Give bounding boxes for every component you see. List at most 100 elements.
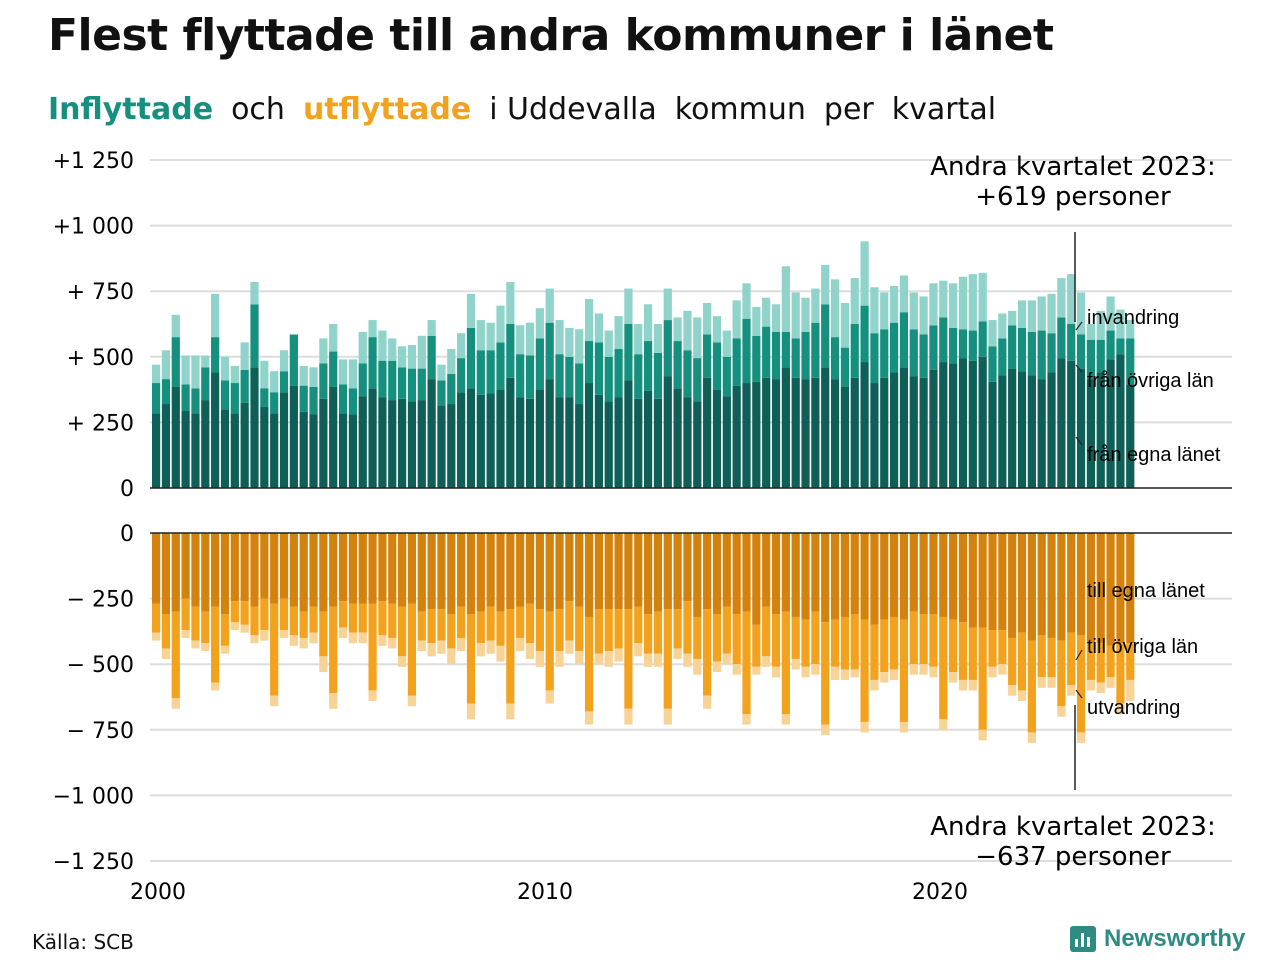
bar-out-1 bbox=[368, 603, 377, 691]
bar-in-0 bbox=[683, 397, 692, 488]
x-tick-label: 2010 bbox=[517, 880, 573, 905]
bar-in-1 bbox=[988, 346, 997, 382]
subtitle-kvartal: kvartal bbox=[891, 92, 997, 127]
bar-in-1 bbox=[781, 331, 790, 368]
bar-in-1 bbox=[1008, 325, 1017, 369]
bar-out-2 bbox=[1047, 677, 1056, 688]
bar-out-2 bbox=[1037, 677, 1046, 688]
bar-in-1 bbox=[535, 338, 544, 390]
bar-out-1 bbox=[742, 611, 751, 715]
bar-out-0 bbox=[270, 533, 279, 604]
bar-in-0 bbox=[289, 385, 298, 488]
bar-in-0 bbox=[840, 386, 849, 488]
bar-in-2 bbox=[555, 320, 564, 355]
bar-in-0 bbox=[939, 362, 948, 488]
bar-out-0 bbox=[496, 533, 505, 612]
bar-in-1 bbox=[604, 356, 613, 402]
bar-out-0 bbox=[260, 533, 269, 599]
bar-in-1 bbox=[260, 388, 269, 407]
bar-in-0 bbox=[161, 404, 171, 488]
bar-out-0 bbox=[1106, 533, 1115, 646]
bar-in-0 bbox=[378, 397, 387, 488]
bar-in-1 bbox=[230, 383, 239, 414]
bar-out-1 bbox=[220, 614, 230, 646]
bar-in-1 bbox=[555, 354, 564, 398]
series-label-leader bbox=[1075, 321, 1083, 331]
bar-in-1 bbox=[732, 338, 741, 386]
bar-in-1 bbox=[968, 330, 977, 361]
bar-out-1 bbox=[152, 603, 161, 633]
bar-in-2 bbox=[604, 330, 613, 357]
bar-in-1 bbox=[909, 329, 918, 377]
y-tick-label: + 500 bbox=[67, 346, 134, 371]
bar-out-2 bbox=[358, 632, 367, 644]
bar-out-1 bbox=[909, 611, 918, 665]
bar-in-0 bbox=[801, 379, 810, 488]
bar-out-2 bbox=[968, 679, 977, 691]
bar-out-2 bbox=[1116, 703, 1125, 715]
bar-out-0 bbox=[958, 533, 968, 623]
grid-layer bbox=[150, 159, 1232, 862]
bar-out-0 bbox=[1067, 533, 1076, 633]
bar-out-0 bbox=[683, 533, 692, 602]
bar-out-2 bbox=[555, 651, 564, 667]
bar-in-1 bbox=[998, 338, 1007, 376]
bar-out-1 bbox=[181, 598, 190, 631]
bar-out-1 bbox=[762, 606, 771, 657]
bar-in-2 bbox=[978, 272, 987, 322]
bar-in-1 bbox=[496, 342, 505, 390]
bar-in-2 bbox=[703, 303, 712, 335]
bar-out-1 bbox=[1057, 640, 1066, 707]
bar-in-0 bbox=[929, 369, 938, 488]
bar-in-2 bbox=[299, 365, 308, 386]
bar-out-2 bbox=[437, 640, 446, 654]
bar-out-1 bbox=[821, 622, 830, 725]
bar-out-2 bbox=[516, 637, 525, 652]
bar-out-1 bbox=[703, 609, 712, 696]
bar-in-0 bbox=[644, 390, 653, 488]
bar-out-0 bbox=[604, 533, 613, 610]
bar-in-0 bbox=[457, 392, 466, 488]
bar-in-1 bbox=[250, 304, 259, 368]
bar-in-2 bbox=[506, 282, 515, 324]
bar-out-2 bbox=[535, 651, 544, 667]
bar-in-2 bbox=[811, 288, 820, 323]
bar-out-1 bbox=[880, 619, 889, 673]
bar-out-2 bbox=[152, 632, 161, 641]
bar-out-0 bbox=[516, 533, 525, 607]
bar-out-2 bbox=[584, 711, 594, 725]
bar-in-0 bbox=[565, 397, 574, 488]
bar-out-0 bbox=[929, 533, 938, 615]
bar-out-2 bbox=[771, 666, 781, 678]
bar-in-2 bbox=[1126, 320, 1135, 339]
bar-in-0 bbox=[299, 411, 308, 488]
bar-in-2 bbox=[1067, 274, 1076, 324]
bar-in-1 bbox=[575, 363, 584, 405]
bar-in-1 bbox=[860, 305, 869, 363]
bar-out-2 bbox=[1017, 690, 1027, 701]
bar-out-2 bbox=[1126, 679, 1135, 701]
bar-in-0 bbox=[949, 363, 958, 488]
annotation-bottom-line2: −637 personer bbox=[975, 842, 1171, 872]
bar-in-2 bbox=[949, 283, 958, 328]
bar-out-0 bbox=[791, 533, 800, 617]
bar-in-2 bbox=[486, 322, 495, 351]
bar-in-1 bbox=[594, 342, 603, 395]
bar-out-0 bbox=[811, 533, 820, 612]
bar-out-2 bbox=[673, 648, 682, 659]
bar-out-1 bbox=[476, 611, 485, 644]
bar-in-1 bbox=[545, 322, 554, 380]
bar-out-0 bbox=[289, 533, 298, 607]
bar-out-0 bbox=[486, 533, 495, 607]
bar-out-1 bbox=[791, 616, 800, 659]
bar-out-1 bbox=[840, 616, 849, 670]
bar-in-1 bbox=[703, 334, 712, 378]
bar-in-1 bbox=[762, 326, 771, 378]
bar-out-0 bbox=[860, 533, 869, 620]
bar-out-1 bbox=[683, 601, 692, 654]
bar-in-0 bbox=[368, 388, 377, 488]
bar-out-2 bbox=[211, 682, 220, 691]
bar-in-2 bbox=[1008, 310, 1017, 326]
bar-out-0 bbox=[998, 533, 1007, 631]
bar-in-0 bbox=[398, 398, 407, 488]
